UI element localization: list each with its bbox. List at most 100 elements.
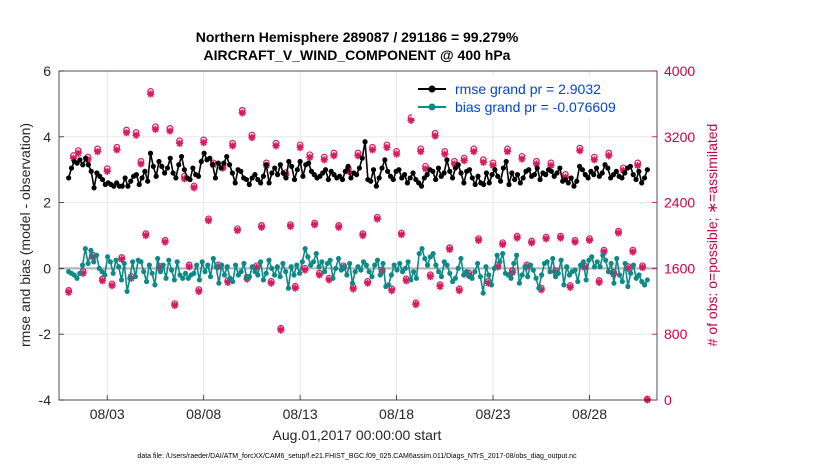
bias-point bbox=[564, 264, 570, 270]
y-left-tick-label-0: -4 bbox=[39, 392, 52, 408]
obs-assimilated-point bbox=[638, 263, 647, 272]
bias-point bbox=[246, 274, 253, 280]
data-file-footer: data file: /Users/raeder/DAI/ATM_forcXX/… bbox=[137, 453, 577, 460]
rmse-point bbox=[133, 172, 139, 178]
legend-bias-marker bbox=[428, 103, 436, 111]
rmse-point bbox=[156, 158, 162, 165]
rmse-point bbox=[630, 172, 636, 178]
bias-point bbox=[366, 269, 372, 275]
bias-point bbox=[174, 259, 180, 265]
bias-point bbox=[591, 264, 598, 270]
obs-assimilated-point bbox=[552, 268, 560, 277]
obs-assimilated-point bbox=[354, 152, 362, 160]
obs-assimilated-point bbox=[624, 264, 632, 272]
obs-assimilated-point bbox=[528, 239, 536, 247]
obs-assimilated-point bbox=[248, 134, 256, 142]
rmse-point bbox=[221, 160, 227, 166]
obs-assimilated-point bbox=[84, 156, 92, 164]
rmse-point bbox=[286, 158, 292, 165]
rmse-point bbox=[370, 167, 377, 173]
bias-point bbox=[180, 275, 186, 281]
obs-assimilated-point bbox=[542, 235, 550, 243]
rmse-point bbox=[289, 163, 295, 170]
bias-point bbox=[146, 262, 152, 268]
rmse-point bbox=[447, 168, 453, 174]
rmse-point bbox=[641, 175, 648, 181]
bias-point bbox=[166, 257, 172, 263]
bias-point bbox=[550, 255, 556, 262]
obs-assimilated-point bbox=[108, 282, 116, 290]
obs-assimilated-point bbox=[364, 279, 372, 287]
obs-assimilated-point bbox=[421, 165, 430, 173]
x-tick-label-1: 08/08 bbox=[186, 406, 221, 422]
obs-assimilated-point bbox=[349, 285, 357, 293]
bias-point bbox=[424, 262, 431, 268]
rmse-point bbox=[229, 170, 235, 176]
rmse-point bbox=[190, 165, 196, 171]
bias-point bbox=[513, 252, 520, 258]
rmse-point bbox=[195, 173, 202, 179]
bias-point bbox=[216, 280, 222, 286]
bias-point bbox=[258, 259, 264, 265]
rmse-point bbox=[246, 181, 252, 188]
bias-point bbox=[594, 259, 600, 265]
rmse-point bbox=[139, 175, 145, 181]
obs-assimilated-point bbox=[634, 161, 642, 170]
obs-assimilated-point bbox=[267, 279, 275, 287]
obs-assimilated-point bbox=[571, 238, 579, 246]
obs-assimilated-point bbox=[147, 90, 155, 98]
obs-assimilated-point bbox=[229, 142, 237, 150]
rmse-point bbox=[627, 163, 634, 170]
rmse-point bbox=[153, 173, 159, 179]
bias-point bbox=[358, 267, 364, 273]
bias-point bbox=[196, 277, 203, 283]
bias-point bbox=[369, 274, 375, 280]
rmse-point bbox=[500, 165, 506, 171]
rmse-point bbox=[633, 176, 639, 183]
rmse-point bbox=[224, 153, 230, 160]
rmse-point bbox=[232, 180, 238, 186]
bias-point bbox=[388, 272, 394, 278]
bias-point bbox=[625, 283, 631, 290]
obs-assimilated-point bbox=[383, 143, 391, 152]
y-right-tick-label-3: 2400 bbox=[664, 195, 695, 211]
bias-point bbox=[622, 260, 628, 267]
rmse-point bbox=[574, 178, 580, 184]
rmse-point bbox=[348, 175, 354, 181]
rmse-point bbox=[531, 172, 538, 178]
obs-assimilated-point bbox=[310, 221, 319, 229]
bias-point bbox=[447, 270, 453, 276]
rmse-point bbox=[548, 168, 554, 174]
bias-point bbox=[611, 280, 617, 286]
bias-point bbox=[319, 259, 325, 265]
rmse-point bbox=[554, 170, 560, 176]
bias-point bbox=[347, 260, 353, 267]
rmse-point bbox=[509, 170, 515, 176]
bias-point bbox=[310, 259, 317, 265]
y-axis-left-label: rmse and bias (model - observation) bbox=[17, 123, 33, 347]
obs-assimilated-point bbox=[151, 125, 160, 133]
bias-point bbox=[213, 264, 219, 270]
bias-point bbox=[199, 259, 205, 265]
bias-point bbox=[555, 270, 561, 276]
obs-assimilated-point bbox=[479, 158, 487, 166]
bias-point bbox=[519, 272, 525, 278]
rmse-point bbox=[537, 176, 543, 183]
bias-point bbox=[344, 272, 350, 278]
obs-assimilated-point bbox=[272, 142, 280, 150]
rmse-point bbox=[418, 183, 425, 189]
y-left-tick-label-4: 4 bbox=[43, 129, 51, 145]
bias-point bbox=[113, 257, 119, 263]
bias-point bbox=[110, 270, 116, 276]
bias-point bbox=[500, 250, 506, 257]
y-right-tick-label-4: 3200 bbox=[664, 129, 695, 145]
rmse-point bbox=[404, 180, 411, 186]
obs-assimilated-point bbox=[200, 138, 208, 147]
bias-point bbox=[413, 275, 420, 281]
rmse-point bbox=[396, 167, 402, 173]
rmse-point bbox=[260, 173, 267, 179]
bias-point bbox=[525, 274, 531, 280]
bias-point bbox=[232, 262, 239, 268]
bias-point bbox=[116, 264, 122, 270]
